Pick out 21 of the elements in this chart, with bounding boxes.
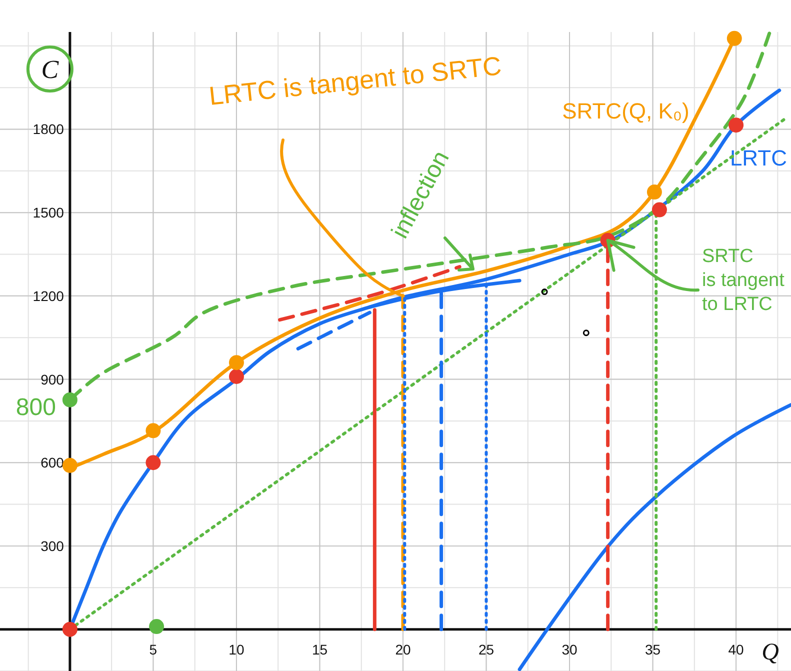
x-tick-label: 35: [644, 641, 661, 658]
y-tick-label: 600: [40, 454, 64, 471]
x-tick-label: 15: [312, 641, 328, 658]
x-tick-label: 25: [478, 641, 494, 658]
x-tick-label: 40: [728, 641, 744, 658]
series-label: LRTC: [730, 145, 788, 170]
x-tick-label: 10: [228, 641, 244, 658]
x-tick-label: 20: [395, 641, 411, 658]
y-tick-label: 1500: [32, 204, 64, 221]
x-tick-label: 30: [562, 641, 578, 658]
y-axis-title: C: [41, 55, 60, 84]
y-tick-label: 1800: [32, 121, 64, 138]
annotation: 800: [16, 394, 56, 422]
annotation: LRTC is tangent to SRTC: [207, 50, 503, 111]
x-axis-title: Q: [762, 639, 779, 666]
y-tick-label: 900: [40, 371, 64, 388]
y-tick-label: 300: [40, 538, 64, 554]
series-label: SRTC(Q, K₀): [562, 98, 690, 124]
annotation: SRTC is tangent to LRTC: [702, 246, 786, 315]
y-tick-label: 1200: [32, 288, 64, 304]
x-tick-label: 5: [149, 641, 158, 658]
